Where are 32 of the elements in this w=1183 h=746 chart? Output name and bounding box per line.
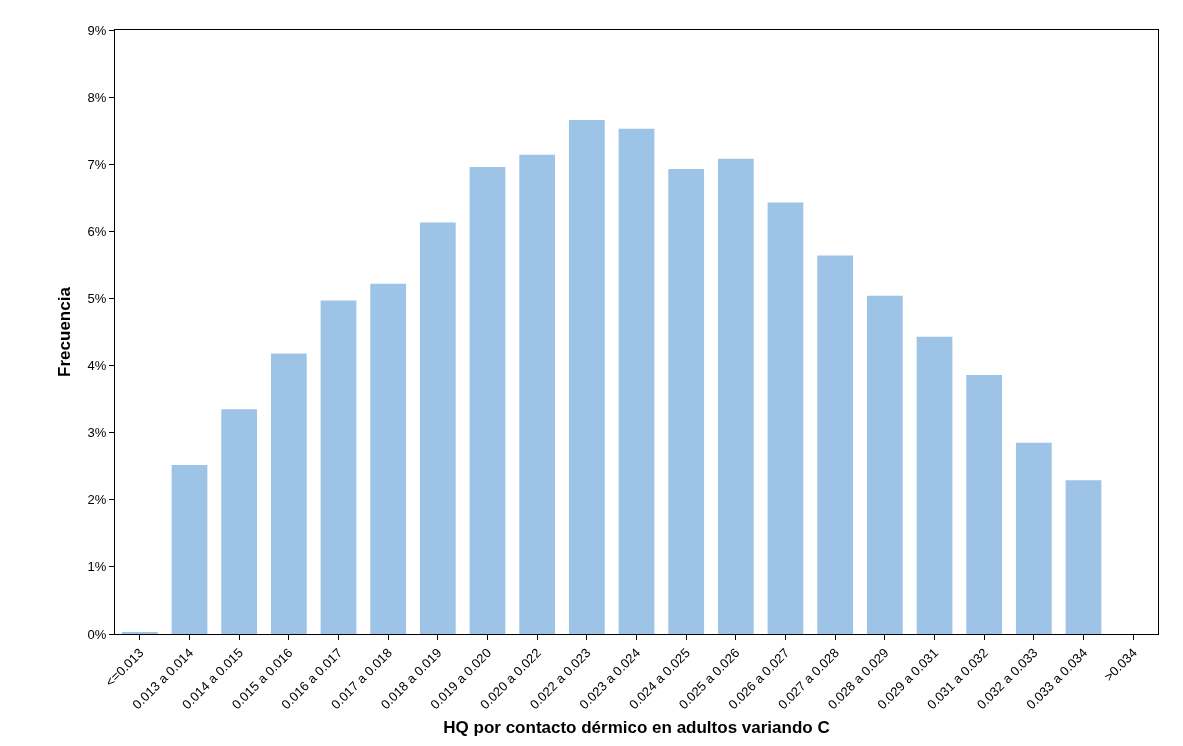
y-tick-label: 5% xyxy=(87,290,107,306)
bar xyxy=(419,222,456,634)
x-axis-title: HQ por contacto dérmico en adultos variando C xyxy=(443,718,830,738)
bar xyxy=(370,283,407,634)
bar xyxy=(121,631,158,634)
y-tick-label: 6% xyxy=(87,223,107,239)
bar xyxy=(916,336,953,634)
y-tick-label: 8% xyxy=(87,89,107,105)
y-tick-label: 0% xyxy=(87,626,107,642)
bar xyxy=(1065,480,1102,634)
bar xyxy=(171,464,208,634)
bar xyxy=(221,409,258,634)
bar xyxy=(717,158,754,634)
y-tick-label: 3% xyxy=(87,425,107,441)
bar xyxy=(469,166,506,634)
y-tick-label: 1% xyxy=(87,559,107,575)
bar xyxy=(817,255,854,634)
bar xyxy=(320,300,357,634)
y-tick-label: 4% xyxy=(87,358,107,374)
bar xyxy=(866,295,903,634)
bar xyxy=(519,154,556,634)
y-tick-label: 7% xyxy=(87,156,107,172)
bar xyxy=(1015,442,1052,634)
y-axis-title: Frecuencia xyxy=(55,286,75,377)
bar xyxy=(767,202,804,634)
bar xyxy=(270,353,307,634)
y-tick-label: 2% xyxy=(87,492,107,508)
bar xyxy=(618,128,655,634)
bar xyxy=(966,374,1003,634)
bar xyxy=(568,119,605,634)
y-tick-label: 9% xyxy=(87,22,107,38)
bar xyxy=(668,168,705,634)
